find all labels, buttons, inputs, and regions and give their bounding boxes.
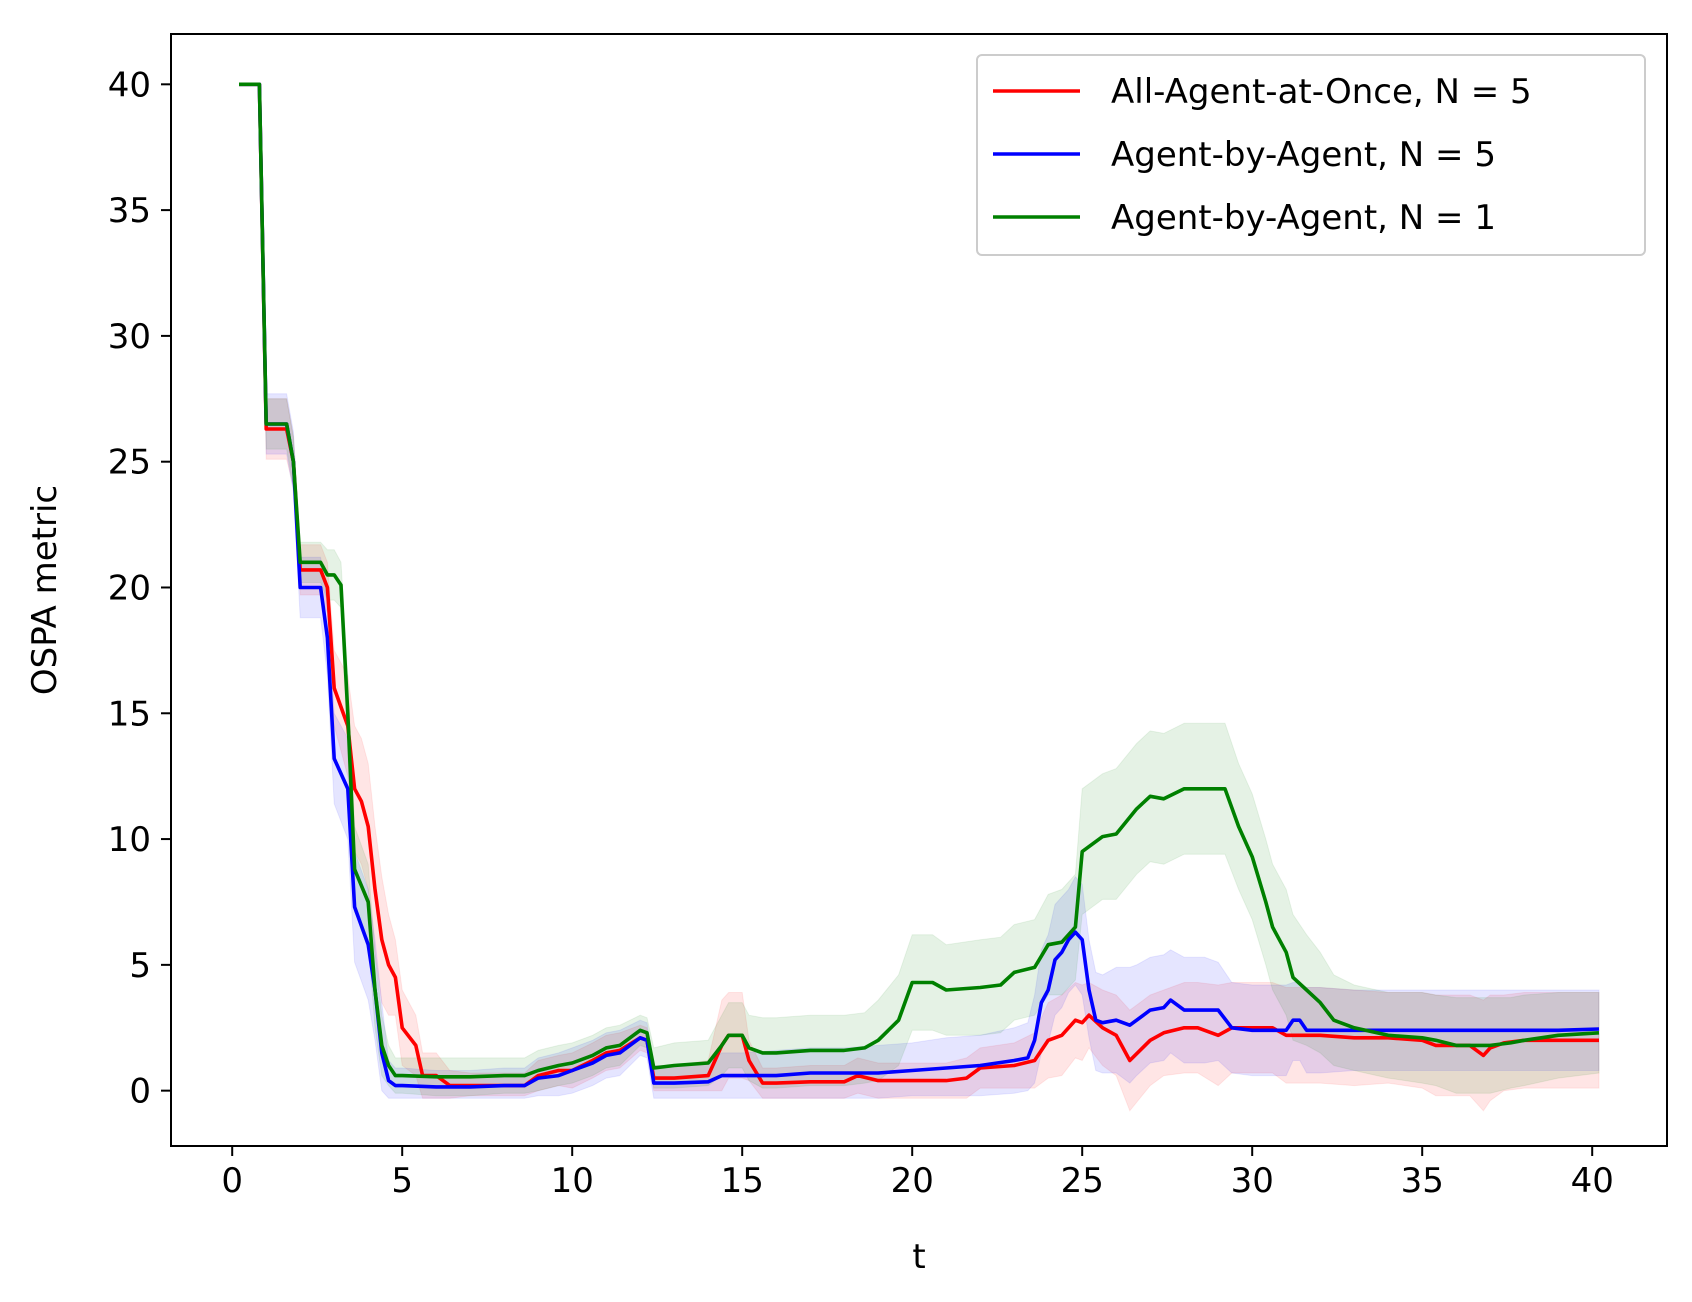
y-tick-label: 0 <box>129 1072 151 1112</box>
plot-frame <box>170 33 1668 1147</box>
legend-label: All-Agent-at-Once, N = 5 <box>1111 72 1532 112</box>
y-tick-label: 30 <box>108 317 151 357</box>
x-tick-label: 10 <box>551 1161 594 1201</box>
x-tick-label: 0 <box>221 1161 243 1201</box>
y-tick-label: 5 <box>129 946 151 986</box>
series-lines <box>239 82 1600 1089</box>
y-tick-label: 20 <box>108 568 151 608</box>
x-tick-label: 20 <box>891 1161 934 1201</box>
y-tick-label: 15 <box>108 694 151 734</box>
y-tick-label: 40 <box>108 65 151 105</box>
x-tick-label: 30 <box>1231 1161 1274 1201</box>
x-tick-label: 40 <box>1571 1161 1614 1201</box>
legend-label: Agent-by-Agent, N = 1 <box>1111 198 1496 238</box>
x-tick-label: 15 <box>721 1161 764 1201</box>
legend-label: Agent-by-Agent, N = 5 <box>1111 135 1496 175</box>
x-tick-label: 35 <box>1401 1161 1444 1201</box>
legend: All-Agent-at-Once, N = 5 Agent-by-Agent, … <box>976 54 1646 256</box>
x-axis-label: t <box>912 1237 925 1277</box>
series-3-line <box>239 82 1600 1079</box>
y-tick-label: 35 <box>108 191 151 231</box>
y-tick-label: 10 <box>108 820 151 860</box>
x-tick-label: 5 <box>391 1161 413 1201</box>
y-tick-label: 25 <box>108 443 151 483</box>
legend-box <box>976 54 1646 256</box>
x-axis: 0 5 10 15 20 25 30 35 40 <box>221 1146 1614 1201</box>
y-axis-label: OSPA metric <box>25 485 65 695</box>
x-tick-label: 25 <box>1061 1161 1104 1201</box>
y-axis: 0 5 10 15 20 25 30 35 40 <box>108 65 171 1112</box>
series-3-band <box>239 83 1600 1097</box>
